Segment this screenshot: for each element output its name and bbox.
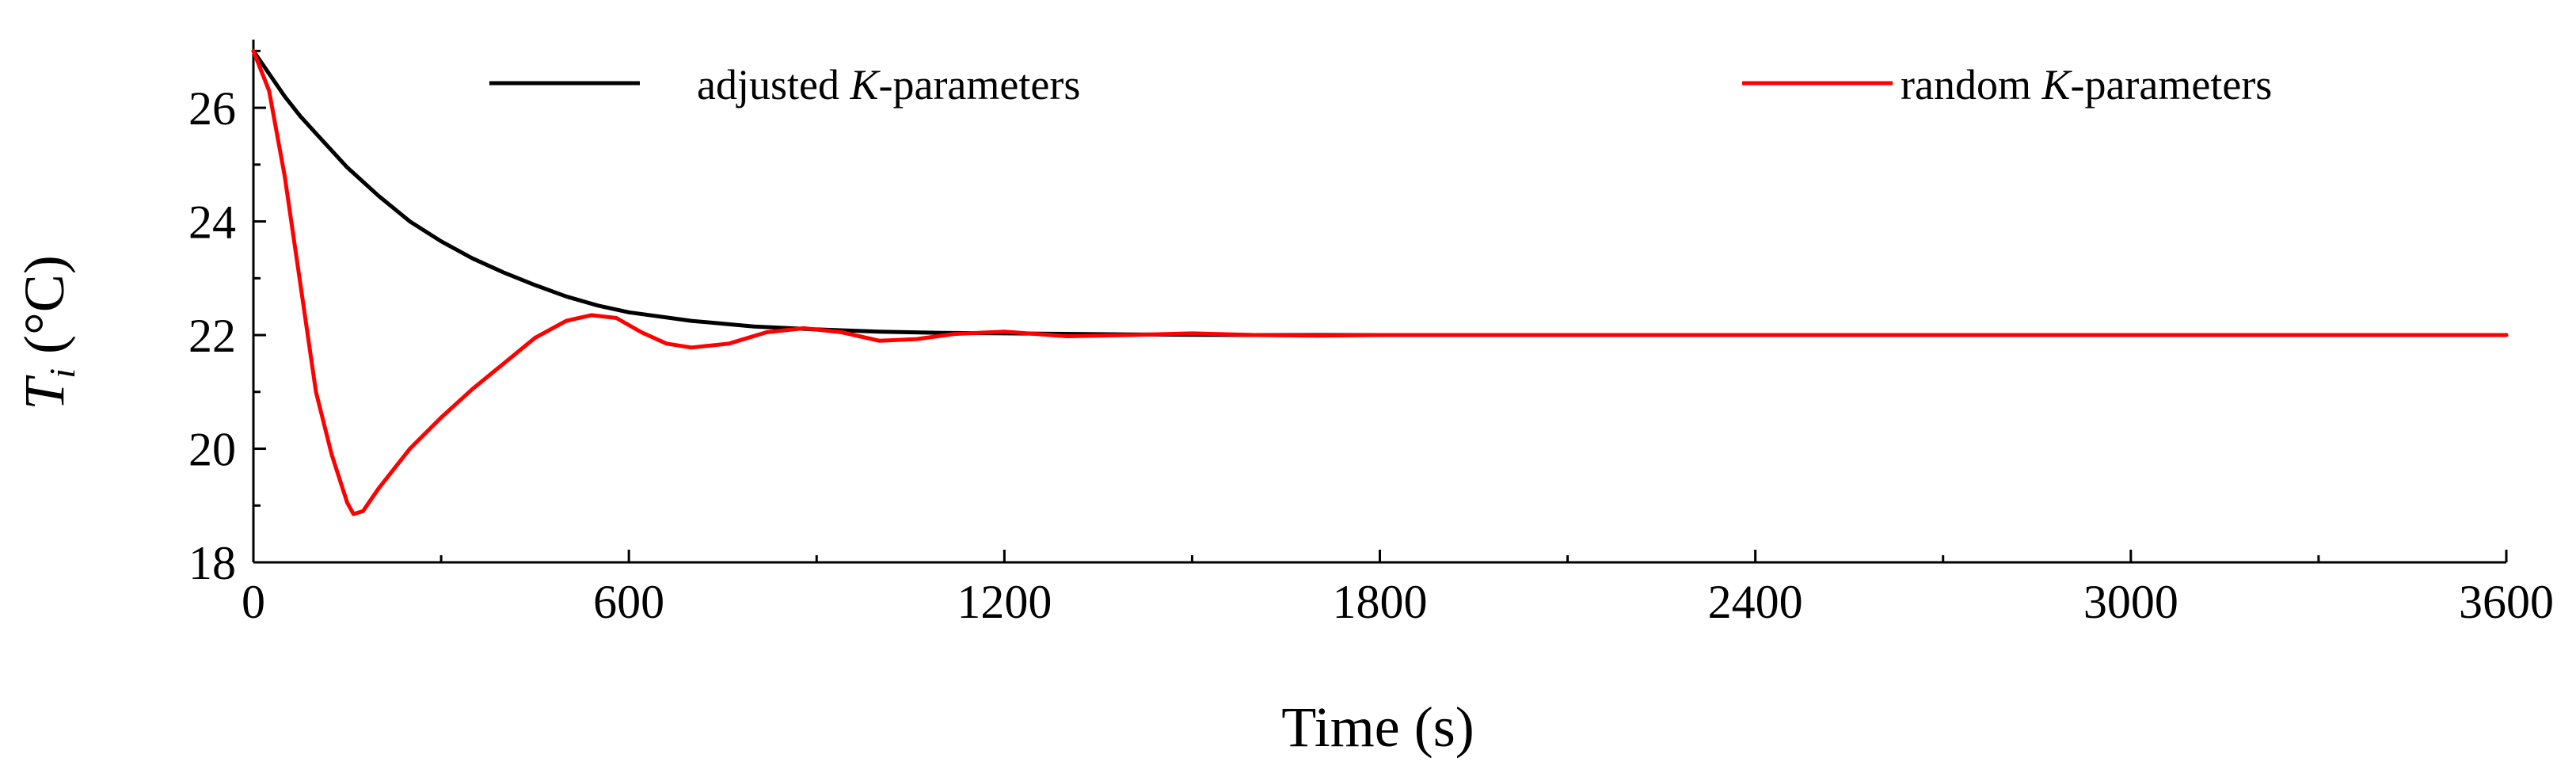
legend: adjusted K-parameters random K-parameter… xyxy=(489,61,2272,109)
y-tick-label: 18 xyxy=(188,537,236,589)
x-tick-label: 3600 xyxy=(2459,576,2554,628)
x-tick-label: 600 xyxy=(593,576,664,628)
legend-label-random: random K-parameters xyxy=(1901,61,2272,109)
x-tick-label: 1200 xyxy=(957,576,1052,628)
y-tick-label: 26 xyxy=(188,82,236,135)
x-tick-label: 2400 xyxy=(1708,576,1803,628)
x-tick-label: 0 xyxy=(242,576,265,628)
x-tick-label: 3000 xyxy=(2083,576,2178,628)
series-layer xyxy=(251,48,2509,516)
series-line-random xyxy=(251,48,2509,516)
y-tick-label: 24 xyxy=(188,196,236,249)
y-tick-label: 20 xyxy=(188,424,236,476)
x-axis-title: Time (s) xyxy=(1281,695,1474,759)
legend-label-adjusted: adjusted K-parameters xyxy=(697,61,1080,109)
x-tick-label: 1800 xyxy=(1333,576,1428,628)
axes: 0 600 1200 1800 2400 3000 3600 18 20 22 24 26 xyxy=(188,40,2554,628)
y-tick-label: 22 xyxy=(188,310,236,362)
y-axis-title: Ti (°C) xyxy=(13,255,82,410)
